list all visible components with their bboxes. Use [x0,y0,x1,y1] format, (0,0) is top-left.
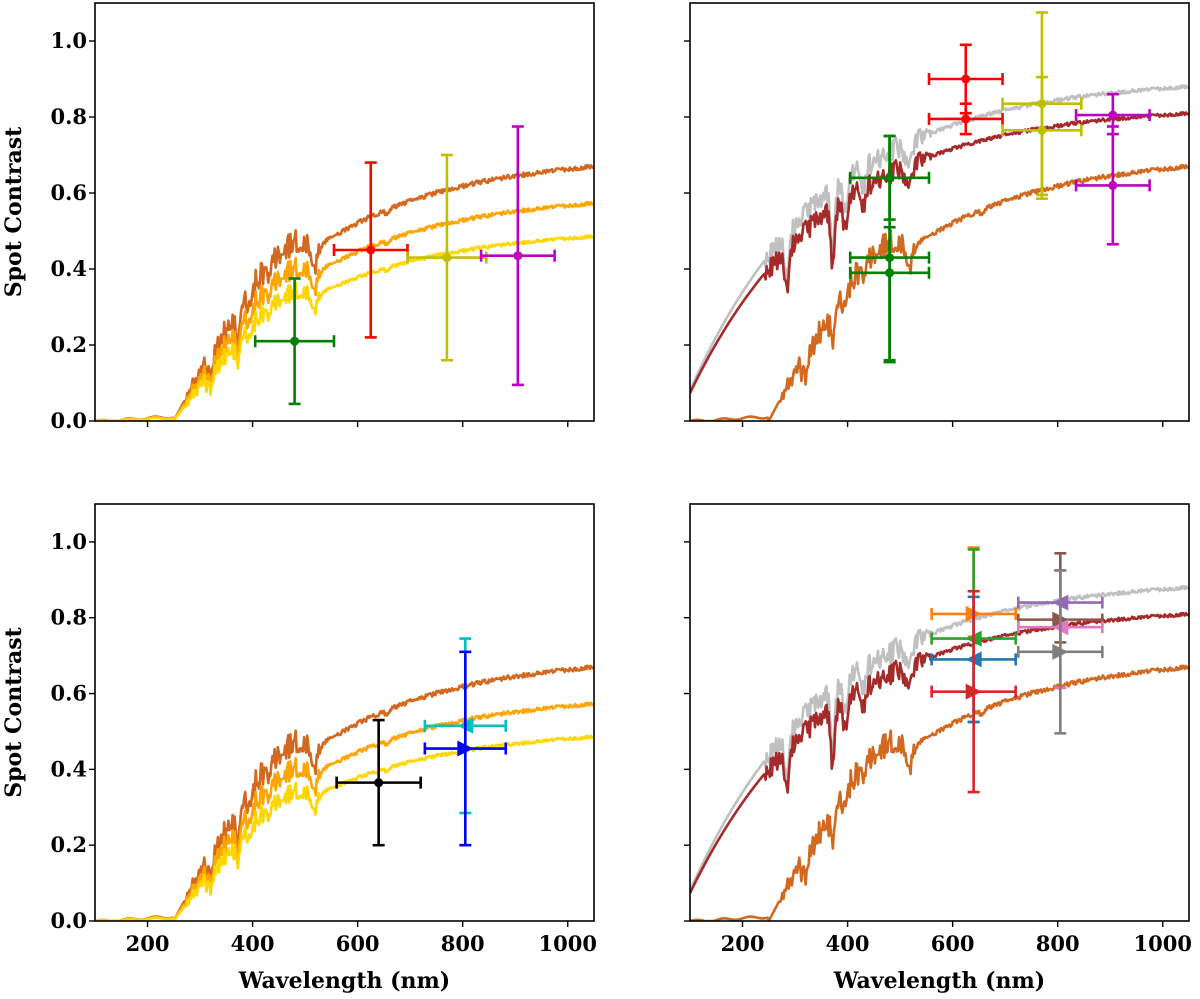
marker-triangle-right [965,683,982,700]
x-tick-label: 400 [231,931,275,956]
marker-circle [513,251,523,261]
model-curve-3 [95,734,594,921]
model-curve-2 [690,111,1189,394]
error-point-4 [930,589,1017,794]
x-tick-label: 400 [826,931,870,956]
model-curve-2 [95,200,594,421]
y-axis-label: Spot Contrast [1,126,27,297]
axes-frame [689,503,1190,922]
error-point-6 [1074,125,1151,246]
axes-frame [94,503,595,922]
x-tick-label: 1000 [1134,931,1192,956]
model-curve-1 [690,84,1189,392]
panel-top-right [684,2,1190,427]
marker-circle [1108,180,1118,190]
y-tick-label: 0.8 [50,104,87,129]
error-point-3 [406,153,488,362]
error-point-3 [423,650,508,847]
panel-top-left: 0.0 0.2 0.4 0.6 0.8 1.0 Spot Contrast [1,2,595,433]
marker-circle [374,778,384,788]
y-tick-label: 0.6 [50,180,87,205]
curve-group [95,163,594,421]
y-tick-label: 0.0 [50,408,87,433]
model-curve-2 [690,611,1189,894]
error-point-4 [479,125,556,387]
y-tick-label: 0.8 [50,605,87,630]
x-tick-label: 800 [1036,931,1080,956]
error-point-1 [335,718,422,847]
axes-frame [689,2,1190,422]
model-curve-3 [690,163,1189,421]
error-point-4 [1001,75,1083,200]
curve-group [690,84,1189,421]
marker-circle [290,336,300,346]
marker-circle [366,245,376,255]
y-tick-label: 1.0 [50,529,87,554]
y-axis-label: Spot Contrast [1,626,27,797]
y-tick-label: 0.6 [50,681,87,706]
error-point-1 [253,277,336,406]
model-curve-1 [95,163,594,421]
error-point-2 [332,161,409,339]
x-tick-label: 800 [441,931,485,956]
error-point-8 [1016,569,1104,735]
y-tick-label: 0.0 [50,908,87,933]
model-curve-3 [690,664,1189,921]
curve-group [690,584,1189,921]
model-curve-1 [690,584,1189,892]
marker-circle [442,253,452,263]
y-tick-label: 0.2 [50,332,87,357]
curve-group [95,664,594,921]
model-curve-2 [95,701,594,921]
model-curve-1 [95,664,594,921]
error-point-2 [927,102,1004,136]
panel-bottom-right: 200 400 600 800 1000 Wavelength (nm) [684,503,1192,994]
marker-triangle-right [1052,643,1069,660]
marker-circle [1108,110,1118,120]
model-curve-3 [95,234,594,421]
x-tick-label: 600 [931,931,975,956]
marker-circle [961,114,971,124]
marker-circle [885,268,895,278]
y-tick-label: 0.4 [50,756,87,781]
marker-circle [1037,125,1047,135]
y-tick-label: 0.2 [50,832,87,857]
x-axis-label: Wavelength (nm) [833,968,1045,994]
axes-frame [94,2,595,422]
x-tick-label: 200 [126,931,170,956]
y-tick-label: 0.4 [50,256,87,281]
marker-triangle-right [457,740,474,757]
x-tick-label: 200 [721,931,765,956]
error-point-5 [1074,92,1151,136]
error-point-9 [848,225,931,364]
marker-circle [961,74,971,84]
y-tick-label: 1.0 [50,28,87,53]
panel-bottom-left: 200 400 600 800 1000 0.0 0.2 0.4 0.6 0.8 1.0 Spot C… [1,503,597,994]
x-axis-label: Wavelength (nm) [238,968,450,994]
x-tick-label: 1000 [539,931,597,956]
x-tick-label: 600 [336,931,380,956]
